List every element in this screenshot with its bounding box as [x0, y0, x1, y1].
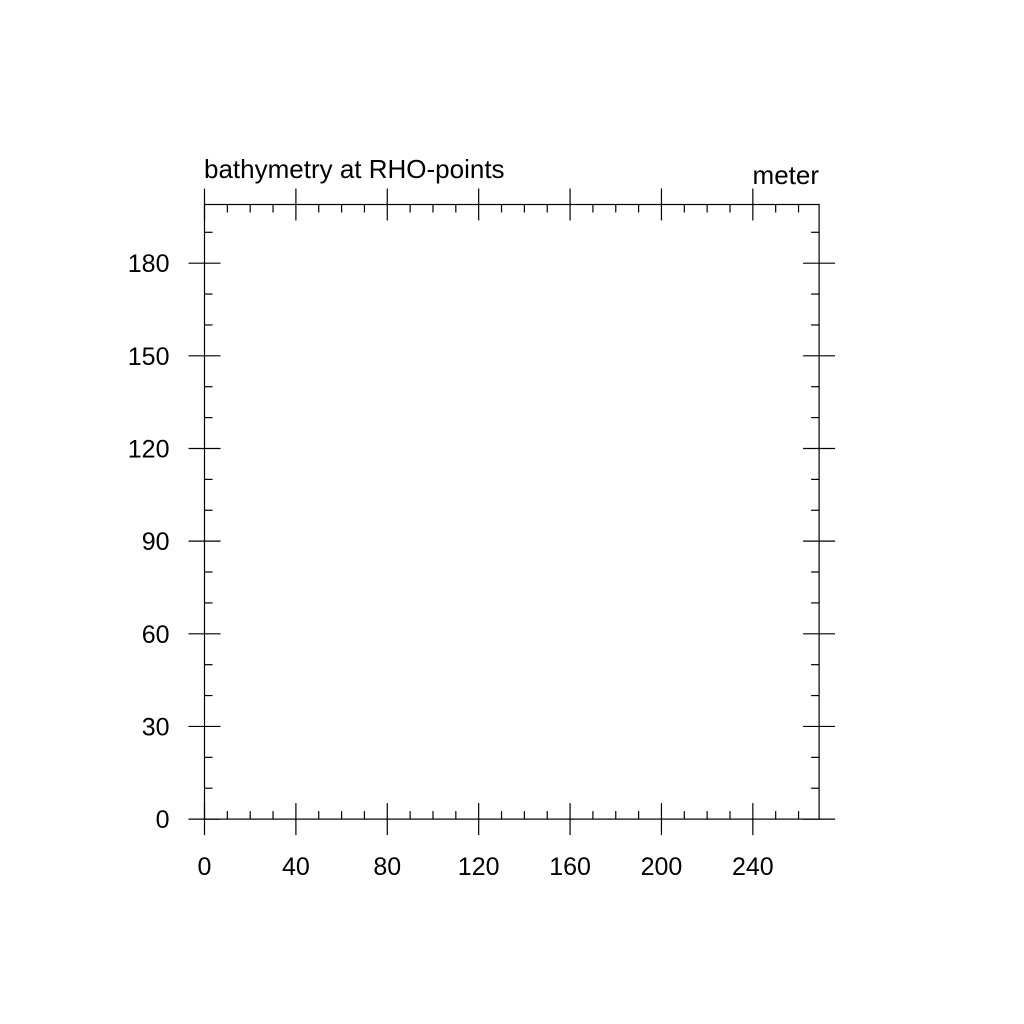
x-tick-labels: 0 40 80 120 160 200 240 [198, 853, 774, 881]
x-tick-label: 200 [641, 853, 683, 881]
y-tick-label: 0 [156, 806, 170, 834]
x-tick-label: 40 [282, 853, 310, 881]
x-tick-label: 240 [732, 853, 774, 881]
y-tick-label: 90 [142, 528, 170, 556]
units-label: meter [753, 160, 820, 190]
chart-title: bathymetry at RHO-points [204, 154, 505, 184]
x-tick-label: 120 [458, 853, 500, 881]
plot-frame [203, 203, 820, 820]
x-tick-label: 80 [373, 853, 401, 881]
y-tick-label: 30 [142, 713, 170, 741]
x-tick-label: 0 [198, 853, 212, 881]
y-tick-label: 60 [142, 621, 170, 649]
y-tick-label: 120 [128, 435, 170, 463]
y-tick-label: 150 [128, 343, 170, 371]
y-tick-labels: 0 30 60 90 120 150 180 [128, 250, 170, 834]
tick-marks [188, 188, 836, 836]
x-tick-label: 160 [549, 853, 591, 881]
y-tick-label: 180 [128, 250, 170, 278]
